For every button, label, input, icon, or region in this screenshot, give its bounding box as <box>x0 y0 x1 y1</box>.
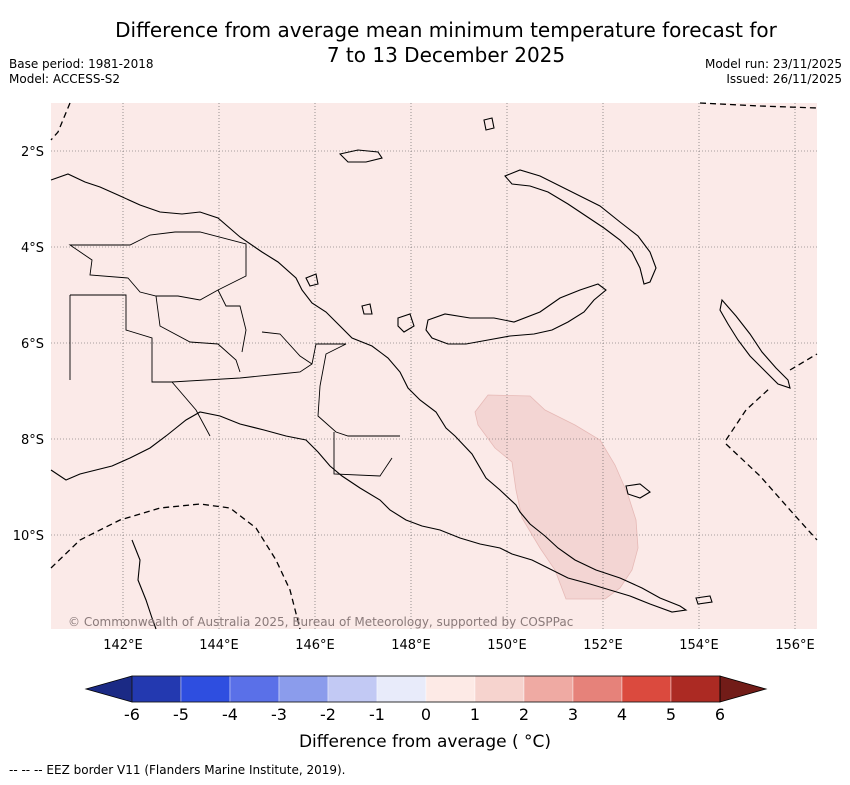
colorbar-swatch <box>327 675 378 703</box>
lon-label: 144°E <box>199 638 239 653</box>
eez-footnote: -- -- -- EEZ border V11 (Flanders Marine… <box>9 763 346 777</box>
colorbar-swatch <box>621 675 672 703</box>
colorbar-tick-label: 2 <box>519 705 529 724</box>
colorbar-tick-label: 5 <box>666 705 676 724</box>
colorbar-tick-label: -6 <box>124 705 140 724</box>
colorbar-tick-label: 6 <box>715 705 725 724</box>
colorbar-tick-label: -4 <box>222 705 238 724</box>
map-area <box>51 103 817 629</box>
colorbar-outline <box>131 675 721 703</box>
lat-label: 4°S <box>21 241 44 256</box>
new-ireland-coast <box>504 169 657 285</box>
colorbar-tick-label: 1 <box>470 705 480 724</box>
colorbar-swatch <box>572 675 623 703</box>
copyright-text: © Commonwealth of Australia 2025, Bureau… <box>68 615 573 629</box>
colorbar-title: Difference from average ( °C) <box>298 732 552 752</box>
new-britain-coast <box>425 283 607 345</box>
colorbar-tick-label: -1 <box>369 705 385 724</box>
colorbar-swatch <box>670 675 721 703</box>
anomaly-patch <box>474 394 639 600</box>
lat-label: 10°S <box>13 529 44 544</box>
lon-label: 156°E <box>775 638 815 653</box>
issued-text: Issued: 26/11/2025 <box>726 72 842 86</box>
colorbar <box>84 675 768 703</box>
meta-left: Base period: 1981-2018 Model: ACCESS-S2 <box>9 57 154 87</box>
islands-small <box>305 117 713 605</box>
colorbar-swatch <box>278 675 329 703</box>
model-run-text: Model run: 23/11/2025 <box>704 57 842 71</box>
lat-label: 6°S <box>21 337 44 352</box>
lon-label: 150°E <box>487 638 527 653</box>
colorbar-swatch <box>523 675 574 703</box>
lon-label: 152°E <box>583 638 623 653</box>
coastlines <box>50 117 791 630</box>
lon-label: 148°E <box>391 638 431 653</box>
chart-title: Difference from average mean minimum tem… <box>0 18 850 68</box>
eez-borders <box>50 102 818 630</box>
lon-label: 142°E <box>103 638 143 653</box>
colorbar-tick-label: -5 <box>173 705 189 724</box>
colorbar-swatch <box>229 675 280 703</box>
longitude-labels: 142°E 144°E 146°E 148°E 150°E 152°E 154°E 156°E <box>103 638 815 653</box>
graticule <box>51 103 817 629</box>
colorbar-tick-label: 0 <box>421 705 431 724</box>
latitude-labels: 2°S 4°S 6°S 8°S 10°S <box>13 145 44 544</box>
title-line-1: Difference from average mean minimum tem… <box>115 18 777 42</box>
meta-right: Model run: 23/11/2025 Issued: 26/11/2025 <box>705 57 842 87</box>
model-text: Model: ACCESS-S2 <box>9 72 121 86</box>
colorbar-swatch <box>474 675 525 703</box>
lon-label: 154°E <box>679 638 719 653</box>
colorbar-ticks: -6 -5 -4 -3 -2 -1 0 1 2 3 4 5 6 <box>124 705 725 724</box>
colorbar-tick-label: -2 <box>320 705 336 724</box>
colorbar-swatch <box>425 675 476 703</box>
colorbar-extend-low <box>84 675 133 703</box>
colorbar-swatch <box>376 675 427 703</box>
colorbar-extend-high <box>719 675 768 703</box>
lat-label: 2°S <box>21 145 44 160</box>
colorbar-tick-label: -3 <box>271 705 287 724</box>
province-borders <box>68 231 400 477</box>
base-period-text: Base period: 1981-2018 <box>9 57 154 71</box>
lon-label: 146°E <box>295 638 335 653</box>
manus-island-coast <box>338 149 383 163</box>
new-guinea-coast <box>50 173 688 613</box>
lat-label: 8°S <box>21 433 44 448</box>
bougainville-coast <box>719 298 791 389</box>
title-line-2: 7 to 13 December 2025 <box>326 43 566 67</box>
colorbar-tick-label: 3 <box>568 705 578 724</box>
colorbar-swatch <box>131 675 182 703</box>
colorbar-swatch <box>180 675 231 703</box>
colorbar-tick-label: 4 <box>617 705 627 724</box>
cape-york-coast <box>131 539 157 630</box>
